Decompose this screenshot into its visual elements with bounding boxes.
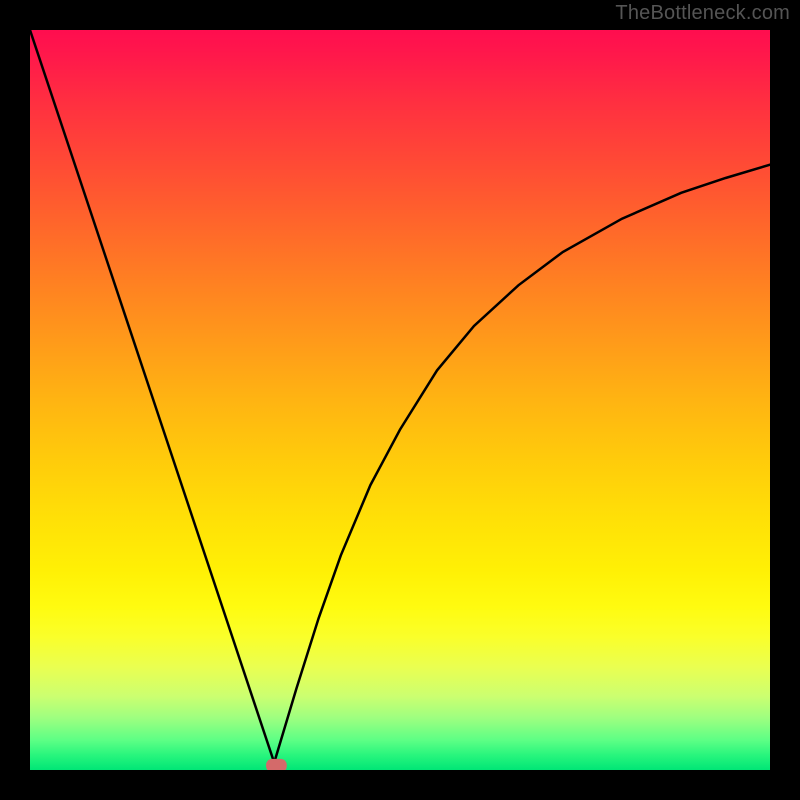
chart-frame: TheBottleneck.com: [0, 0, 800, 800]
watermark-text: TheBottleneck.com: [615, 2, 790, 25]
minimum-marker: [266, 759, 287, 770]
plot-background: [30, 30, 770, 770]
plot-svg: [30, 30, 770, 770]
plot-area: [30, 30, 770, 770]
